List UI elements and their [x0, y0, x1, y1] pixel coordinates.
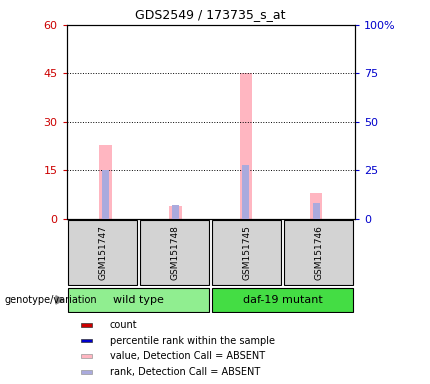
Bar [81, 323, 92, 327]
Bar [81, 370, 92, 374]
Bar [310, 193, 322, 219]
Text: value, Detection Call = ABSENT: value, Detection Call = ABSENT [110, 351, 265, 361]
Text: count: count [110, 320, 138, 330]
Text: wild type: wild type [113, 295, 164, 305]
Bar [212, 288, 353, 312]
Text: GSM151748: GSM151748 [170, 225, 179, 280]
Bar [68, 220, 137, 285]
Text: rank, Detection Call = ABSENT: rank, Detection Call = ABSENT [110, 367, 260, 377]
Bar [140, 220, 209, 285]
Text: GSM151747: GSM151747 [98, 225, 107, 280]
Bar [212, 220, 281, 285]
Text: genotype/variation: genotype/variation [4, 295, 97, 305]
Bar [284, 220, 353, 285]
Bar [99, 144, 112, 219]
Bar [243, 165, 249, 219]
Bar [81, 339, 92, 343]
Bar [240, 73, 252, 219]
Bar [169, 206, 182, 219]
Bar [172, 205, 179, 219]
Bar [81, 354, 92, 358]
Text: GSM151745: GSM151745 [242, 225, 251, 280]
Text: daf-19 mutant: daf-19 mutant [243, 295, 322, 305]
Bar [102, 170, 109, 219]
Bar [68, 288, 209, 312]
Polygon shape [56, 296, 64, 304]
Text: percentile rank within the sample: percentile rank within the sample [110, 336, 275, 346]
Bar [313, 204, 319, 219]
Title: GDS2549 / 173735_s_at: GDS2549 / 173735_s_at [135, 8, 286, 21]
Text: GSM151746: GSM151746 [314, 225, 323, 280]
